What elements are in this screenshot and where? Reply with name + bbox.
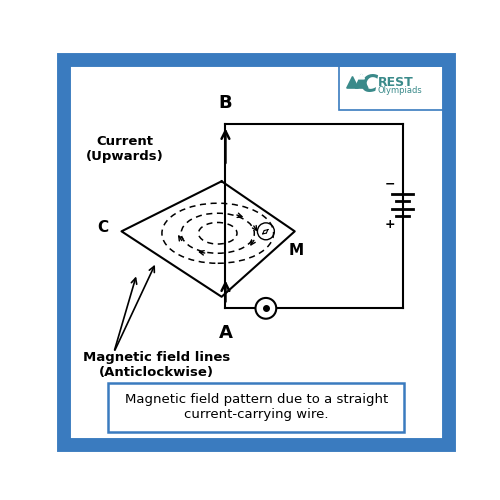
Text: B: B [218,94,232,112]
Text: +: + [385,218,396,232]
Polygon shape [355,74,368,88]
Text: M: M [289,243,304,258]
Polygon shape [346,76,358,88]
FancyBboxPatch shape [339,66,445,110]
Text: A: A [218,324,232,342]
Text: C: C [97,220,108,235]
Text: −: − [385,178,396,190]
Text: Olympiads: Olympiads [378,86,422,94]
Text: Magnetic field lines
(Anticlockwise): Magnetic field lines (Anticlockwise) [83,350,230,378]
Text: C: C [360,73,378,97]
Text: Current
(Upwards): Current (Upwards) [86,134,164,162]
FancyBboxPatch shape [108,384,405,432]
Polygon shape [358,74,364,79]
Text: REST: REST [378,76,414,89]
Text: Magnetic field pattern due to a straight
current-carrying wire.: Magnetic field pattern due to a straight… [124,394,388,421]
